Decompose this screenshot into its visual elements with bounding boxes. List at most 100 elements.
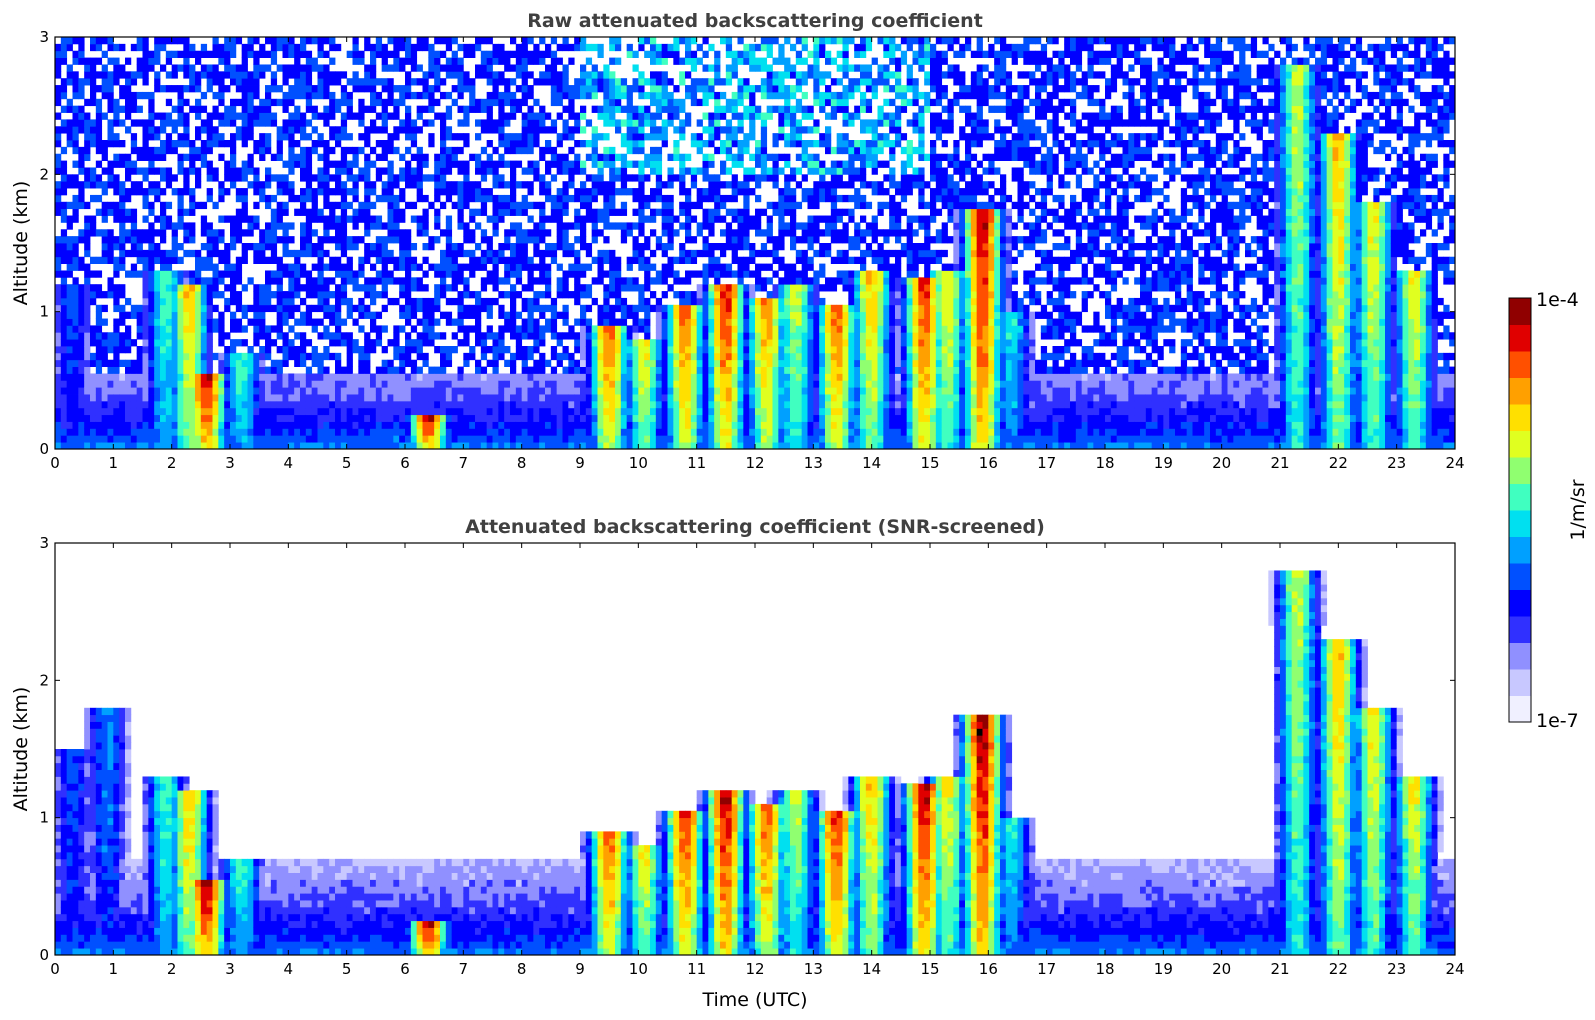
- heatmap-cell: [148, 133, 155, 141]
- heatmap-cell: [230, 284, 237, 292]
- heatmap-cell: [679, 105, 686, 113]
- heatmap-cell: [626, 394, 633, 402]
- heatmap-cell: [387, 339, 394, 347]
- heatmap-cell: [574, 43, 581, 52]
- heatmap-cell: [95, 43, 103, 52]
- heatmap-cell: [597, 43, 604, 52]
- heatmap-cell: [486, 394, 493, 402]
- heatmap-cell: [60, 43, 68, 52]
- heatmap-cell: [533, 373, 540, 381]
- heatmap-cell: [294, 85, 301, 93]
- heatmap-cell: [445, 146, 453, 155]
- heatmap-cell: [498, 105, 505, 113]
- heatmap-cell: [434, 428, 441, 436]
- heatmap-cell: [72, 133, 79, 141]
- heatmap-cell: [329, 105, 336, 113]
- heatmap-cell: [515, 407, 523, 416]
- heatmap-cell: [230, 236, 237, 244]
- heatmap-cell: [533, 414, 540, 422]
- heatmap-cell: [241, 105, 248, 113]
- heatmap-cell: [113, 133, 120, 141]
- heatmap-cell: [340, 215, 348, 223]
- heatmap-cell: [90, 421, 97, 429]
- heatmap-cell: [352, 112, 359, 120]
- heatmap-cell: [486, 153, 493, 161]
- heatmap-cell: [90, 85, 97, 93]
- heatmap-cell: [434, 78, 441, 86]
- heatmap-cell: [702, 414, 709, 422]
- heatmap-cell: [410, 435, 418, 443]
- heatmap-cell: [679, 277, 686, 285]
- heatmap-cell: [113, 380, 120, 388]
- heatmap-cell: [195, 400, 202, 409]
- heatmap-cell: [469, 380, 476, 388]
- heatmap-cell: [346, 428, 353, 436]
- heatmap-cell: [708, 359, 715, 367]
- heatmap-cell: [90, 394, 97, 402]
- heatmap-cell: [200, 352, 208, 361]
- heatmap-cell: [667, 428, 674, 436]
- heatmap-cell: [183, 421, 190, 429]
- heatmap-cell: [154, 229, 161, 237]
- heatmap-cell: [521, 297, 528, 306]
- heatmap-cell: [107, 208, 114, 216]
- heatmap-cell: [78, 387, 85, 395]
- heatmap-cell: [690, 167, 698, 175]
- heatmap-cell: [66, 133, 73, 141]
- heatmap-cell: [107, 277, 114, 285]
- heatmap-cell: [527, 91, 534, 100]
- heatmap-cell: [294, 112, 301, 120]
- heatmap-cell: [212, 270, 219, 278]
- heatmap-cell: [335, 263, 342, 271]
- heatmap-cell: [545, 291, 552, 299]
- heatmap-cell: [72, 78, 79, 86]
- heatmap-cell: [673, 277, 680, 285]
- heatmap-cell: [504, 140, 511, 148]
- heatmap-cell: [130, 339, 138, 347]
- heatmap-cell: [101, 414, 108, 422]
- heatmap-cell: [218, 119, 225, 127]
- heatmap-cell: [183, 57, 190, 65]
- heatmap-cell: [235, 339, 243, 347]
- heatmap-cell: [119, 339, 126, 347]
- heatmap-cell: [165, 167, 173, 175]
- heatmap-cell: [364, 359, 371, 367]
- heatmap-cell: [539, 407, 546, 416]
- heatmap-cell: [101, 201, 108, 210]
- heatmap-cell: [329, 256, 336, 264]
- heatmap-cell: [148, 119, 155, 127]
- heatmap-cell: [119, 414, 126, 422]
- heatmap-cell: [515, 160, 523, 168]
- heatmap-cell: [230, 37, 237, 45]
- heatmap-cell: [486, 71, 493, 79]
- heatmap-cell: [235, 407, 243, 416]
- heatmap-cell: [346, 442, 353, 449]
- heatmap-cell: [171, 236, 178, 244]
- heatmap-cell: [55, 236, 62, 244]
- heatmap-cell: [305, 400, 313, 409]
- heatmap-cell: [206, 297, 213, 306]
- heatmap-cell: [603, 85, 610, 93]
- heatmap-cell: [533, 366, 540, 374]
- heatmap-cell: [113, 359, 120, 367]
- heatmap-cell: [230, 277, 237, 285]
- heatmap-cell: [661, 50, 668, 58]
- heatmap-cell: [265, 394, 272, 402]
- heatmap-cell: [95, 325, 103, 333]
- heatmap-cell: [136, 387, 143, 395]
- heatmap-cell: [84, 380, 91, 388]
- heatmap-cell: [702, 236, 709, 244]
- heatmap-cell: [434, 318, 441, 326]
- heatmap-cell: [160, 201, 167, 210]
- heatmap-cell: [679, 394, 686, 402]
- heatmap-cell: [235, 133, 243, 141]
- heatmap-cell: [224, 188, 231, 196]
- heatmap-cell: [375, 222, 383, 230]
- heatmap-cell: [510, 146, 517, 155]
- heatmap-cell: [218, 188, 225, 196]
- heatmap-cell: [696, 414, 703, 422]
- heatmap-cell: [714, 352, 721, 361]
- heatmap-cell: [183, 270, 190, 278]
- heatmap-cell: [527, 256, 534, 264]
- heatmap-cell: [393, 236, 400, 244]
